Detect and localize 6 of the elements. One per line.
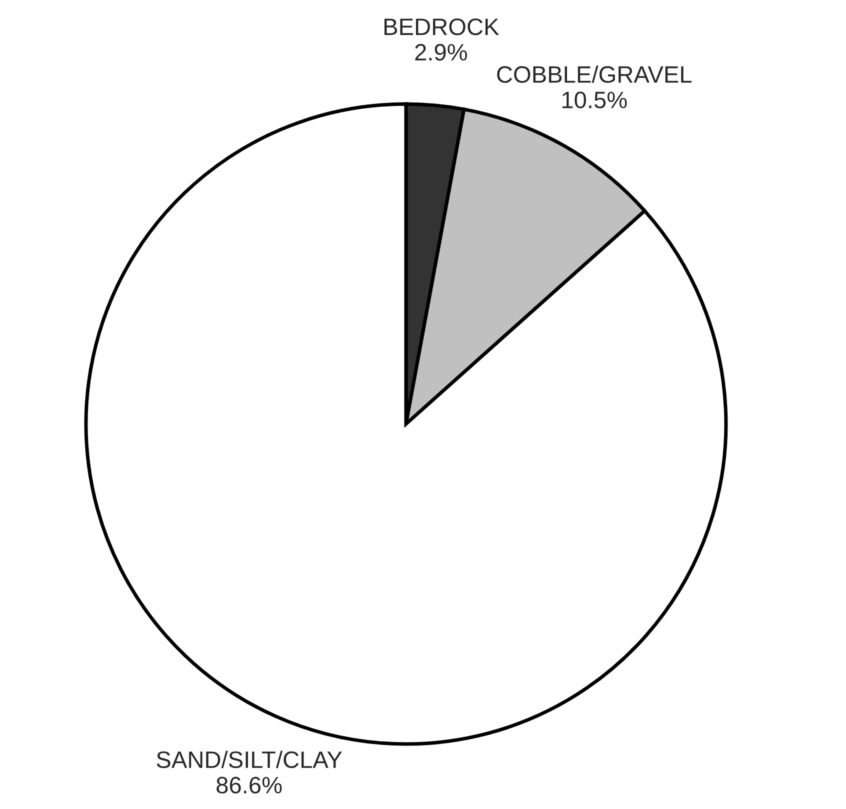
slice-label: BEDROCK	[384, 18, 500, 36]
data-label: 2.9%	[415, 44, 468, 61]
data-label: 10.5%	[562, 92, 627, 108]
slice-label: COBBLE/GRAVEL	[497, 66, 692, 83]
data-label: 86.6%	[216, 776, 282, 794]
slice-label: SAND/SILT/CLAY	[156, 750, 342, 768]
